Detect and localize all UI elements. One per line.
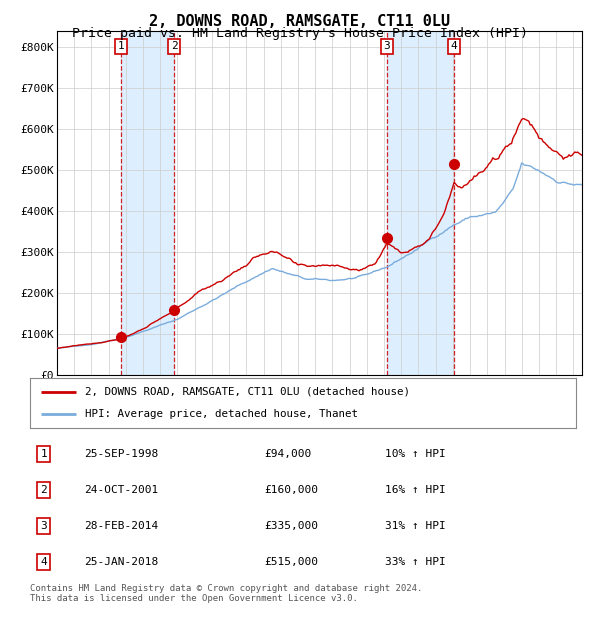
Text: 4: 4 (451, 42, 457, 51)
Text: 28-FEB-2014: 28-FEB-2014 (85, 521, 159, 531)
Text: 16% ↑ HPI: 16% ↑ HPI (385, 485, 446, 495)
Text: 2, DOWNS ROAD, RAMSGATE, CT11 0LU: 2, DOWNS ROAD, RAMSGATE, CT11 0LU (149, 14, 451, 29)
Text: Price paid vs. HM Land Registry's House Price Index (HPI): Price paid vs. HM Land Registry's House … (72, 27, 528, 40)
Text: 2: 2 (171, 42, 178, 51)
Text: 2: 2 (40, 485, 47, 495)
Text: Contains HM Land Registry data © Crown copyright and database right 2024.
This d: Contains HM Land Registry data © Crown c… (30, 584, 422, 603)
Text: HPI: Average price, detached house, Thanet: HPI: Average price, detached house, Than… (85, 409, 358, 419)
Text: 25-JAN-2018: 25-JAN-2018 (85, 557, 159, 567)
Text: 4: 4 (40, 557, 47, 567)
Text: 33% ↑ HPI: 33% ↑ HPI (385, 557, 446, 567)
Text: 25-SEP-1998: 25-SEP-1998 (85, 449, 159, 459)
Bar (121, 31, 174, 375)
Text: 3: 3 (383, 42, 390, 51)
Text: 1: 1 (40, 449, 47, 459)
Text: £335,000: £335,000 (265, 521, 319, 531)
Text: 31% ↑ HPI: 31% ↑ HPI (385, 521, 446, 531)
Text: 10% ↑ HPI: 10% ↑ HPI (385, 449, 446, 459)
Text: 1: 1 (118, 42, 125, 51)
Text: 24-OCT-2001: 24-OCT-2001 (85, 485, 159, 495)
Text: £160,000: £160,000 (265, 485, 319, 495)
Text: £515,000: £515,000 (265, 557, 319, 567)
Text: 2, DOWNS ROAD, RAMSGATE, CT11 0LU (detached house): 2, DOWNS ROAD, RAMSGATE, CT11 0LU (detac… (85, 387, 410, 397)
Text: 3: 3 (40, 521, 47, 531)
Text: £94,000: £94,000 (265, 449, 312, 459)
Bar (387, 31, 454, 375)
